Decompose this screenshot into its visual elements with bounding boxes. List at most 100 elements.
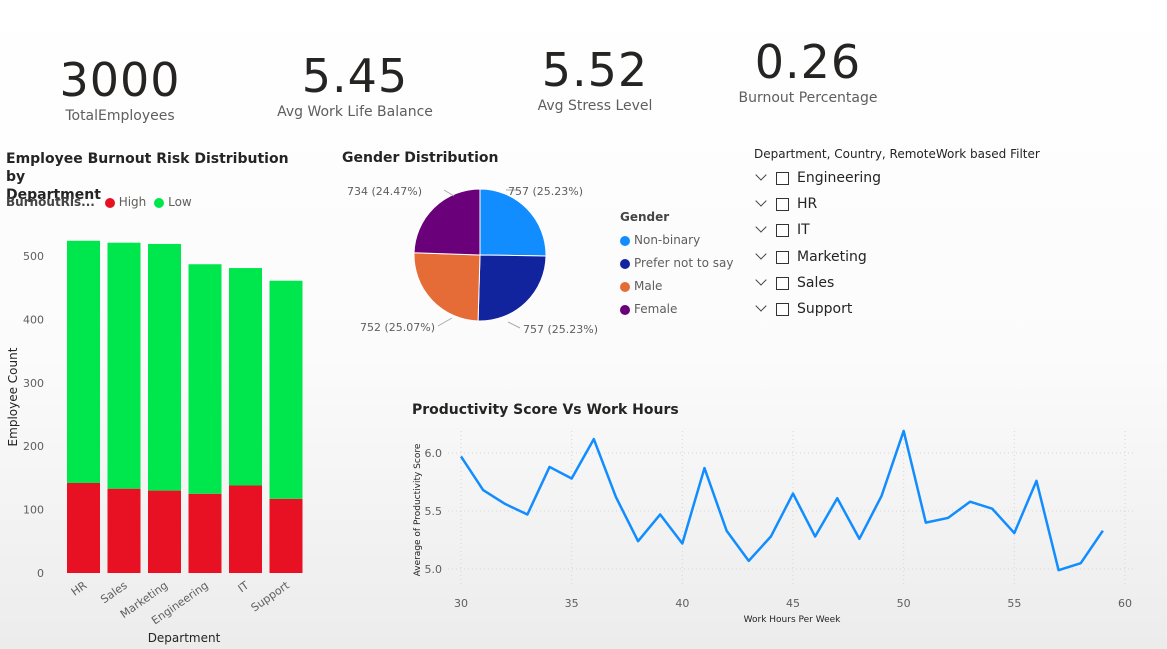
- slicer-item-sales[interactable]: Sales: [756, 272, 834, 294]
- pie-leader-line: [443, 189, 455, 197]
- x-tick-label: 60: [1118, 597, 1132, 610]
- legend-label: Female: [634, 302, 678, 316]
- kpi-label: TotalEmployees: [65, 108, 175, 124]
- slicer-item-it[interactable]: IT: [756, 219, 810, 241]
- slicer-item-label: IT: [797, 222, 810, 238]
- legend-label: Male: [634, 279, 663, 293]
- kpi-total-employees: 3000 TotalEmployees: [40, 54, 200, 124]
- chevron-down-icon[interactable]: [756, 304, 766, 314]
- legend-male-dot: [620, 281, 630, 292]
- pie-legend-title: Gender: [620, 210, 670, 224]
- legend-nonbinary-dot: [620, 235, 630, 246]
- pie-data-label: 757 (25.23%): [508, 185, 583, 198]
- pie-legend-item: Female: [620, 298, 733, 321]
- chevron-down-icon[interactable]: [756, 173, 766, 183]
- chevron-down-icon[interactable]: [756, 252, 766, 262]
- x-tick-label: Support: [249, 578, 293, 614]
- checkbox[interactable]: [776, 197, 789, 211]
- pie-leader-line: [437, 317, 453, 327]
- kpi-value: 3000: [59, 53, 181, 107]
- pie-slice-non-binary: [479, 188, 547, 257]
- kpi-value: 5.45: [301, 49, 409, 103]
- bar-high-marketing: [148, 490, 181, 573]
- bar-low-engineering: [188, 264, 222, 494]
- y-tick-label: 100: [23, 504, 44, 517]
- y-tick-label: 5.0: [425, 563, 443, 576]
- kpi-value: 5.52: [541, 43, 649, 97]
- slicer-title: Department, Country, RemoteWork based Fi…: [754, 147, 1040, 161]
- pie-chart-title: Gender Distribution: [342, 150, 499, 166]
- chevron-down-icon[interactable]: [756, 278, 766, 288]
- legend-low-label: Low: [168, 195, 192, 209]
- legend-high-dot: [104, 197, 115, 208]
- y-tick-label: 200: [23, 440, 44, 453]
- bar-low-marketing: [148, 243, 181, 491]
- bar-chart-title-line1: Employee Burnout Risk Distribution by: [6, 151, 289, 185]
- x-axis-title: Work Hours Per Week: [744, 615, 842, 625]
- x-tick-label: 55: [1007, 597, 1021, 610]
- pie-legend-item: Prefer not to say: [620, 252, 733, 275]
- legend-label: Non-binary: [634, 233, 701, 247]
- legend-prefer-dot: [620, 258, 630, 269]
- pie-legend: Gender Non-binary Prefer not to say Male…: [620, 206, 733, 321]
- pie-legend-item: Non-binary: [620, 229, 733, 252]
- kpi-value: 0.26: [754, 35, 862, 89]
- slicer-item-support[interactable]: Support: [756, 298, 852, 320]
- checkbox[interactable]: [776, 276, 789, 290]
- x-tick-label: 35: [565, 597, 579, 610]
- y-tick-label: 400: [23, 313, 44, 326]
- bar-low-sales: [107, 242, 141, 489]
- bar-high-engineering: [188, 493, 222, 573]
- slicer-item-engineering[interactable]: Engineering: [756, 167, 881, 189]
- chevron-down-icon[interactable]: [756, 199, 766, 209]
- bar-low-support: [269, 280, 303, 499]
- kpi-stress-level: 5.52 Avg Stress Level: [520, 44, 670, 114]
- x-axis-title: Department: [148, 631, 221, 645]
- bar-low-it: [229, 268, 262, 486]
- pie-legend-item: Male: [620, 275, 733, 298]
- checkbox[interactable]: [776, 171, 789, 185]
- pie-chart: 757 (25.23%) 757 (25.23%) 752 (25.07%) 734 …: [347, 185, 598, 336]
- y-axis-title: Employee Count: [6, 347, 20, 446]
- slicer-item-label: Marketing: [797, 249, 867, 265]
- kpi-label: Avg Stress Level: [537, 98, 653, 114]
- pie-slice-prefer-not-to-say: [477, 254, 547, 322]
- pie-slice-female: [413, 188, 481, 256]
- slicer-item-hr[interactable]: HR: [756, 193, 817, 215]
- y-tick-label: 300: [23, 377, 44, 390]
- slicer-item-label: Engineering: [797, 170, 881, 186]
- bar-chart-title: Employee Burnout Risk Distribution by De…: [6, 150, 306, 204]
- kpi-work-life-balance: 5.45 Avg Work Life Balance: [270, 50, 440, 120]
- bar-chart-legend: BurnoutRis... High Low: [6, 195, 192, 209]
- x-tick-label: 50: [897, 597, 911, 610]
- y-tick-label: 0: [37, 567, 44, 580]
- checkbox[interactable]: [776, 302, 789, 316]
- bar-high-it: [229, 485, 262, 573]
- y-tick-label: 500: [23, 250, 44, 263]
- checkbox[interactable]: [776, 250, 789, 264]
- kpi-label: Burnout Percentage: [738, 90, 878, 106]
- chevron-down-icon[interactable]: [756, 225, 766, 235]
- x-tick-label: 45: [786, 597, 800, 610]
- x-tick-label: Sales: [98, 579, 130, 607]
- legend-low-dot: [154, 197, 165, 208]
- pie-slice-male: [413, 252, 481, 322]
- x-tick-label: IT: [236, 579, 252, 596]
- legend-high-label: High: [118, 195, 147, 209]
- y-tick-label: 5.5: [425, 505, 443, 518]
- bar-high-hr: [67, 482, 100, 573]
- kpi-label: Avg Work Life Balance: [277, 104, 433, 120]
- slicer-item-marketing[interactable]: Marketing: [756, 246, 867, 268]
- legend-label: Prefer not to say: [634, 256, 734, 270]
- y-axis-title: Average of Productivity Score: [413, 443, 423, 576]
- pie-data-label: 752 (25.07%): [360, 321, 435, 334]
- legend-female-dot: [620, 304, 630, 315]
- slicer-item-label: HR: [797, 196, 818, 212]
- x-tick-label: 40: [675, 597, 689, 610]
- legend-title: BurnoutRis...: [6, 195, 95, 209]
- bar-low-hr: [67, 240, 100, 483]
- bar-high-support: [269, 498, 303, 573]
- checkbox[interactable]: [776, 223, 789, 237]
- kpi-burnout-percentage: 0.26 Burnout Percentage: [728, 36, 888, 106]
- bar-chart-title-line2: Department: [6, 187, 101, 203]
